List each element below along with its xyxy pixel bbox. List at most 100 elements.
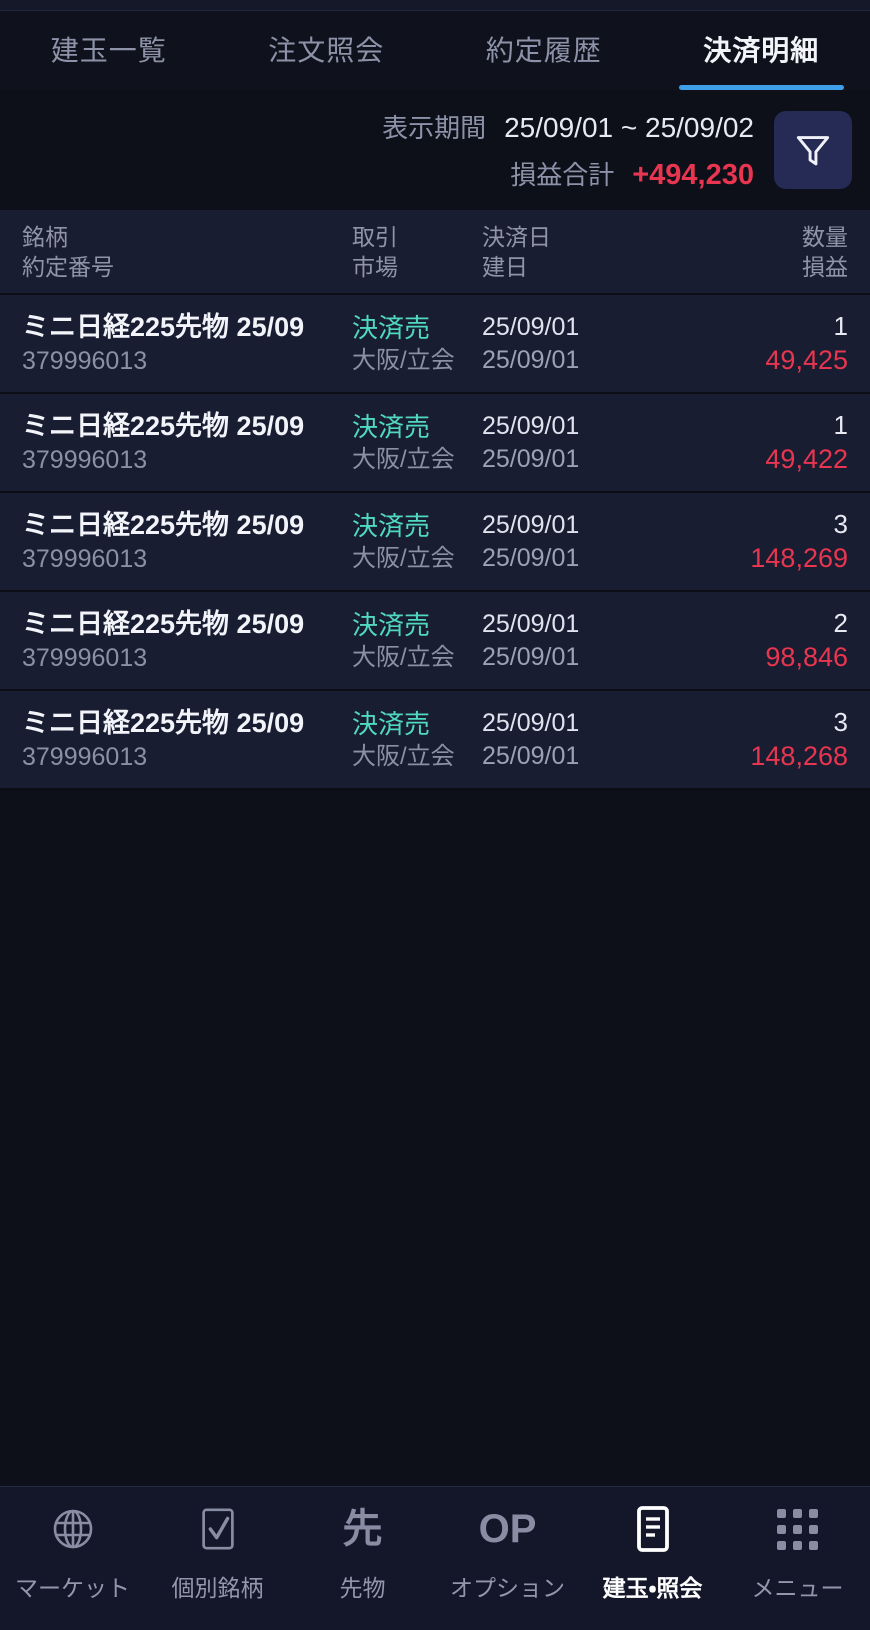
row-trade-cell: 決済売 大阪/立会	[352, 612, 482, 670]
row-profit-loss: 49,425	[765, 345, 848, 375]
column-header-date-top: 決済日	[482, 224, 551, 250]
row-quantity-cell: 1 49,422	[647, 412, 848, 473]
row-trade-cell: 決済売 大阪/立会	[352, 315, 482, 373]
nav-label: オプション	[450, 1575, 565, 1601]
row-instrument-cell: ミニ日経225先物 25/09 379996013	[22, 707, 352, 770]
row-quantity-cell: 2 98,846	[647, 610, 848, 671]
table-row[interactable]: ミニ日経225先物 25/09 379996013 決済売 大阪/立会 25/0…	[0, 295, 870, 394]
row-profit-loss: 98,846	[765, 642, 848, 672]
row-instrument-name: ミニ日経225先物 25/09	[22, 608, 305, 639]
filter-button[interactable]	[774, 111, 852, 189]
row-open-date: 25/09/01	[482, 345, 580, 374]
nav-label: 先物	[339, 1575, 386, 1601]
row-instrument-name: ミニ日経225先物 25/09	[22, 311, 305, 342]
futures-glyph: 先	[342, 1507, 383, 1551]
row-date-cell: 25/09/01 25/09/01	[482, 411, 647, 472]
tab-label: 決済明細	[703, 34, 820, 66]
column-header-quantity: 数量 損益	[647, 226, 848, 279]
futures-icon: 先	[335, 1501, 391, 1557]
nav-label: メニュー	[751, 1575, 844, 1601]
row-date-cell: 25/09/01 25/09/01	[482, 708, 647, 770]
nav-item-option[interactable]: OP オプション	[435, 1501, 580, 1603]
row-date-cell: 25/09/01 25/09/01	[482, 609, 647, 671]
column-header-qty-top: 数量	[802, 224, 848, 250]
filter-funnel-icon	[791, 128, 835, 172]
row-profit-loss: 49,422	[765, 444, 848, 474]
table-row[interactable]: ミニ日経225先物 25/09 379996013 決済売 大阪/立会 25/0…	[0, 691, 870, 790]
option-icon: OP	[479, 1501, 537, 1557]
display-period-line: 表示期間 25/09/01 ~ 25/09/02	[382, 108, 754, 145]
column-header-name-top: 銘柄	[22, 224, 68, 250]
column-header-trade: 取引 市場	[352, 226, 482, 279]
row-market: 大阪/立会	[352, 445, 455, 473]
nav-item-market[interactable]: マーケット	[0, 1501, 145, 1603]
row-open-date: 25/09/01	[482, 642, 580, 671]
row-order-number: 379996013	[22, 643, 148, 672]
row-instrument-cell: ミニ日経225先物 25/09 379996013	[22, 410, 352, 473]
nav-item-individual-stock[interactable]: 個別銘柄	[145, 1501, 290, 1603]
row-trade-cell: 決済売 大阪/立会	[352, 414, 482, 472]
row-trade-type: 決済売	[352, 708, 431, 739]
row-settlement-date: 25/09/01	[482, 609, 580, 638]
row-instrument-cell: ミニ日経225先物 25/09 379996013	[22, 511, 352, 573]
column-header-qty-bottom: 損益	[802, 254, 848, 280]
row-trade-type: 決済売	[352, 312, 431, 343]
row-market: 大阪/立会	[352, 346, 455, 374]
nav-label: 建玉・照会	[602, 1575, 703, 1601]
row-profit-loss: 148,268	[750, 741, 848, 771]
row-date-cell: 25/09/01 25/09/01	[482, 512, 647, 571]
tab-label: 注文照会	[268, 34, 385, 66]
row-market: 大阪/立会	[352, 643, 455, 671]
row-order-number: 379996013	[22, 346, 148, 375]
total-pl-value: +494,230	[632, 159, 754, 191]
nav-item-futures[interactable]: 先 先物	[290, 1501, 435, 1603]
row-profit-loss: 148,269	[750, 543, 848, 573]
row-quantity-cell: 3 148,268	[647, 709, 848, 770]
row-trade-type: 決済売	[352, 510, 431, 541]
column-header-trade-bottom: 市場	[352, 254, 398, 280]
row-market: 大阪/立会	[352, 742, 455, 770]
nav-item-menu[interactable]: メニュー	[725, 1501, 870, 1603]
row-quantity-cell: 1 49,425	[647, 313, 848, 374]
nav-label: マーケット	[15, 1575, 130, 1601]
row-quantity: 2	[833, 608, 848, 638]
checkbox-icon	[190, 1501, 246, 1557]
row-settlement-date: 25/09/01	[482, 708, 580, 737]
tab-positions[interactable]: 建玉一覧	[0, 11, 218, 90]
tab-label: 約定履歴	[485, 34, 602, 66]
tab-settlement-detail[interactable]: 決済明細	[653, 11, 870, 90]
row-instrument-cell: ミニ日経225先物 25/09 379996013	[22, 608, 352, 672]
bottom-navigation-bar: マーケット 個別銘柄 先 先物 OP オプション	[0, 1486, 870, 1630]
row-instrument-name: ミニ日経225先物 25/09	[22, 410, 305, 441]
column-header-date: 決済日 建日	[482, 226, 647, 279]
row-date-cell: 25/09/01 25/09/01	[482, 314, 647, 374]
table-row[interactable]: ミニ日経225先物 25/09 379996013 決済売 大阪/立会 25/0…	[0, 592, 870, 691]
document-icon	[625, 1501, 681, 1557]
row-trade-type: 決済売	[352, 609, 431, 640]
settlement-rows: ミニ日経225先物 25/09 379996013 決済売 大阪/立会 25/0…	[0, 295, 870, 790]
globe-icon	[45, 1501, 101, 1557]
display-period-label: 表示期間	[382, 113, 487, 143]
row-instrument-name: ミニ日経225先物 25/09	[22, 707, 305, 738]
summary-header: 表示期間 25/09/01 ~ 25/09/02 損益合計 +494,230	[0, 90, 870, 210]
row-open-date: 25/09/01	[482, 741, 580, 770]
summary-text-block: 表示期間 25/09/01 ~ 25/09/02 損益合計 +494,230	[382, 108, 774, 192]
tab-order-inquiry[interactable]: 注文照会	[218, 11, 436, 90]
nav-item-positions-inquiry[interactable]: 建玉・照会	[580, 1501, 725, 1603]
row-settlement-date: 25/09/01	[482, 411, 580, 440]
row-quantity: 1	[833, 311, 848, 341]
empty-list-area	[0, 790, 870, 1486]
grid-dots-icon	[770, 1501, 826, 1557]
row-order-number: 379996013	[22, 544, 148, 573]
column-header-name: 銘柄 約定番号	[22, 226, 352, 279]
table-row[interactable]: ミニ日経225先物 25/09 379996013 決済売 大阪/立会 25/0…	[0, 493, 870, 592]
column-header-date-bottom: 建日	[482, 254, 528, 280]
row-trade-cell: 決済売 大阪/立会	[352, 513, 482, 571]
row-quantity: 3	[833, 509, 848, 539]
tab-execution-history[interactable]: 約定履歴	[435, 11, 653, 90]
total-pl-label: 損益合計	[510, 160, 615, 190]
tab-label: 建玉一覧	[50, 34, 167, 66]
row-quantity: 3	[833, 707, 848, 737]
table-row[interactable]: ミニ日経225先物 25/09 379996013 決済売 大阪/立会 25/0…	[0, 394, 870, 493]
